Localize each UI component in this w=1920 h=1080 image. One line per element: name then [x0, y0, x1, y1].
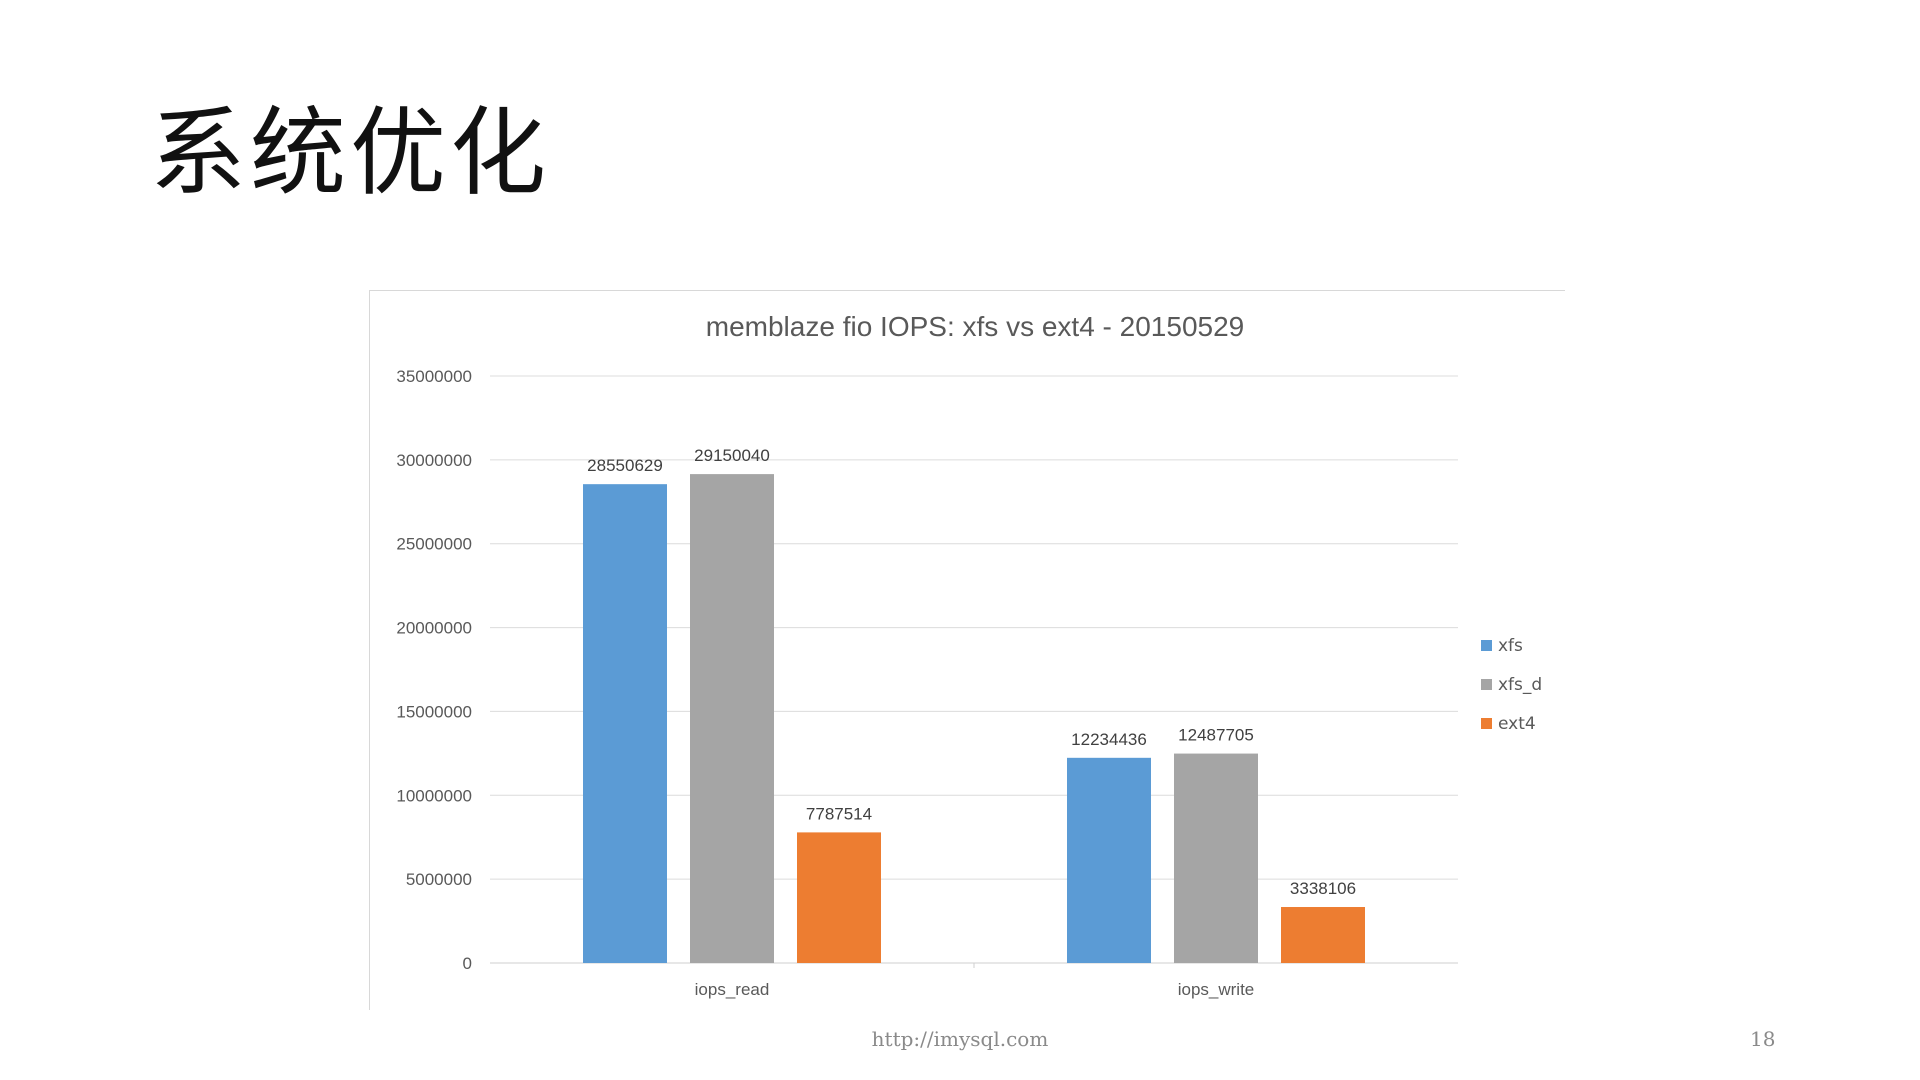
legend-item-xfs_d: xfs_d: [1481, 665, 1542, 704]
bar-chart: memblaze fio IOPS: xfs vs ext4 - 2015052…: [396, 311, 1458, 999]
y-axis-ticks: 0 5000000 10000000 15000000 20000000 25000000…: [396, 367, 472, 973]
legend-swatch: [1481, 679, 1492, 690]
data-label: 12234436: [1071, 730, 1147, 749]
y-tick-label: 25000000: [396, 535, 472, 554]
data-label: 12487705: [1178, 726, 1254, 745]
legend-label: xfs_d: [1498, 674, 1543, 695]
x-tick-label: iops_write: [1178, 980, 1255, 999]
legend-label: xfs: [1498, 635, 1523, 656]
bar-xfs_d-iops_read: [690, 474, 774, 963]
bar-ext4-iops_write: [1281, 907, 1365, 963]
legend-item-xfs: xfs: [1481, 626, 1542, 665]
data-labels: 28550629 29150040 7787514 12234436 12487705 3…: [587, 446, 1356, 898]
y-tick-label: 15000000: [396, 702, 472, 721]
y-tick-label: 35000000: [396, 367, 472, 386]
legend-item-ext4: ext4: [1481, 704, 1542, 743]
footer-url[interactable]: http://imysql.com: [871, 1027, 1049, 1051]
chart-title: memblaze fio IOPS: xfs vs ext4 - 2015052…: [706, 311, 1244, 342]
legend-label: ext4: [1498, 713, 1536, 734]
data-label: 3338106: [1290, 879, 1356, 898]
x-axis-ticks: iops_read iops_write: [695, 963, 1255, 999]
x-tick-label: iops_read: [695, 980, 770, 999]
legend-swatch: [1481, 640, 1492, 651]
chart-frame: memblaze fio IOPS: xfs vs ext4 - 2015052…: [369, 290, 1565, 1010]
y-tick-label: 0: [463, 954, 472, 973]
bar-xfs_d-iops_write: [1174, 753, 1258, 963]
data-label: 28550629: [587, 456, 663, 475]
legend: xfs xfs_d ext4: [1481, 626, 1542, 743]
y-tick-label: 10000000: [396, 786, 472, 805]
data-label: 29150040: [694, 446, 770, 465]
bars: [583, 474, 1365, 963]
page-number: 18: [1750, 1027, 1776, 1051]
y-tick-label: 30000000: [396, 451, 472, 470]
bar-xfs-iops_read: [583, 484, 667, 963]
bar-ext4-iops_read: [797, 832, 881, 963]
legend-swatch: [1481, 718, 1492, 729]
data-label: 7787514: [806, 804, 872, 823]
slide-title: 系统优化: [150, 97, 550, 209]
bar-xfs-iops_write: [1067, 757, 1151, 963]
y-tick-label: 5000000: [406, 870, 472, 889]
y-tick-label: 20000000: [396, 619, 472, 638]
